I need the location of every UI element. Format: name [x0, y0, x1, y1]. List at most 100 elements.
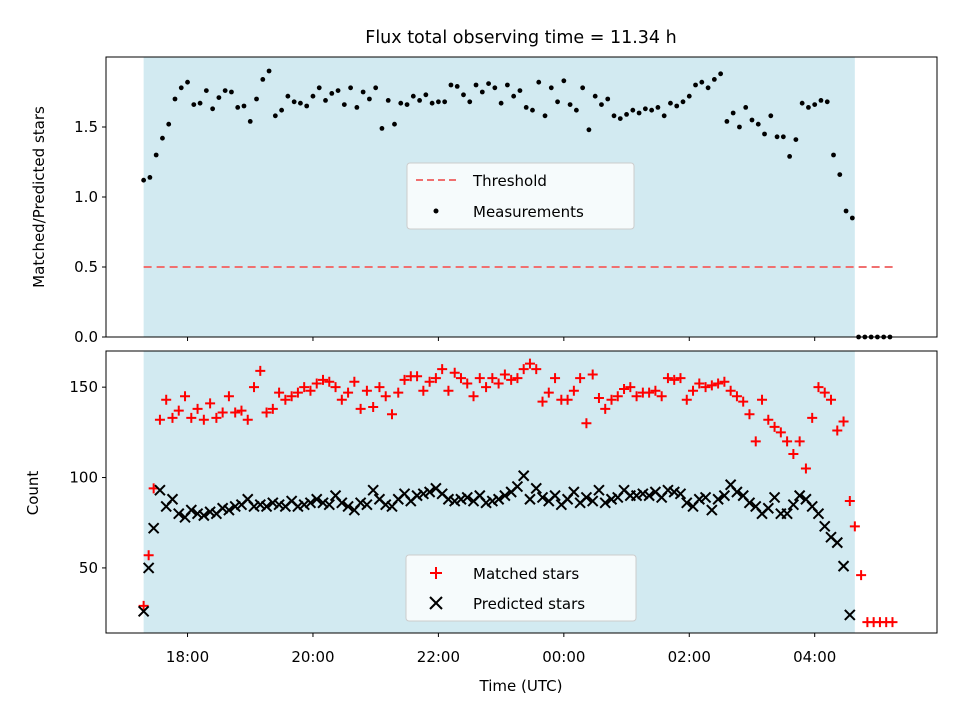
x-tick-label: 18:00	[166, 648, 209, 666]
measurement-point	[699, 79, 705, 85]
measurement-point	[755, 121, 761, 127]
matched-star-point	[725, 385, 736, 396]
legend-matched-swatch	[430, 567, 442, 579]
predicted-star-point	[166, 493, 179, 505]
matched-star-point	[788, 449, 799, 460]
predicted-star-point	[492, 493, 505, 505]
measurement-point	[737, 124, 742, 130]
measurement-point	[247, 119, 253, 124]
matched-star-point	[887, 617, 898, 628]
predicted-star-point	[793, 489, 806, 502]
measurement-point	[674, 103, 680, 109]
measurement-point	[436, 99, 441, 105]
bottom-y-axis-ticks: 50 100 150	[69, 378, 106, 577]
bottom-y-tick-label: 100	[69, 469, 98, 487]
matched-star-point	[138, 600, 149, 611]
predicted-star-point	[260, 500, 273, 513]
measurement-point	[642, 106, 648, 112]
measurement-point	[849, 215, 855, 221]
measurement-point	[504, 82, 510, 88]
measurement-point	[561, 78, 567, 84]
measurement-point	[793, 137, 799, 143]
measurement-point	[423, 92, 429, 98]
predicted-star-point	[536, 491, 549, 504]
matched-star-point	[826, 394, 837, 405]
predicted-star-point	[524, 493, 536, 505]
matched-star-point	[675, 373, 686, 384]
measurement-point	[429, 100, 435, 106]
measurement-point	[762, 131, 767, 137]
measurement-point	[417, 98, 422, 103]
matched-star-point	[763, 414, 774, 425]
matched-star-point	[330, 382, 341, 393]
matched-star-point	[713, 378, 724, 389]
measurement-point	[329, 91, 335, 96]
bottom-data-layer	[139, 351, 898, 633]
matched-star-point	[738, 396, 749, 407]
measurement-point	[141, 177, 147, 183]
measurement-point	[454, 84, 460, 89]
matched-star-point	[744, 409, 755, 420]
measurement-point	[410, 93, 416, 99]
predicted-star-point	[643, 489, 655, 502]
measurement-point	[686, 93, 692, 99]
predicted-star-point	[530, 482, 542, 495]
measurement-point	[542, 113, 548, 119]
matched-star-point	[844, 496, 855, 507]
matched-star-point	[694, 378, 705, 389]
matched-star-point	[581, 418, 592, 429]
measurement-point	[272, 113, 278, 119]
measurement-point	[611, 113, 617, 119]
matched-star-point	[143, 550, 154, 561]
measurement-point	[203, 88, 209, 93]
matched-star-point	[650, 385, 661, 396]
predicted-star-point	[185, 504, 198, 516]
x-tick-label: 02:00	[668, 648, 711, 666]
measurement-point	[222, 88, 228, 93]
predicted-star-point	[223, 504, 235, 516]
measurement-point	[467, 99, 473, 105]
matched-star-point	[318, 374, 329, 385]
measurement-point	[310, 93, 316, 99]
measurement-point	[774, 134, 780, 140]
measurement-point	[166, 121, 172, 127]
measurement-point	[479, 89, 485, 95]
matched-star-point	[550, 373, 561, 384]
measurement-point	[636, 110, 642, 116]
measurement-point	[498, 100, 504, 106]
predicted-star-point	[674, 488, 687, 500]
chart-title: Flux total observing time = 11.34 h	[365, 28, 676, 48]
matched-star-point	[813, 382, 824, 393]
predicted-star-point	[580, 491, 593, 504]
measurement-point	[649, 107, 655, 113]
measurement-point	[385, 98, 391, 103]
matched-star-point	[217, 407, 228, 418]
matched-star-point	[612, 391, 623, 402]
matched-star-point	[487, 373, 498, 384]
matched-star-point	[625, 382, 636, 393]
matched-star-point	[380, 391, 391, 402]
matched-star-point	[700, 382, 711, 393]
matched-star-point	[349, 376, 360, 387]
matched-star-point	[274, 387, 285, 398]
measurement-point	[486, 81, 491, 86]
measurement-point	[373, 85, 379, 91]
measurement-point	[229, 89, 234, 95]
predicted-star-point	[706, 504, 718, 516]
predicted-star-point	[831, 536, 843, 549]
measurement-point	[843, 208, 849, 214]
top-y-tick-label: 0.0	[74, 328, 98, 346]
measurement-point	[573, 107, 579, 113]
predicted-star-point	[781, 507, 793, 520]
predicted-star-point	[323, 498, 335, 511]
matched-star-point	[518, 364, 529, 375]
measurement-point	[630, 107, 636, 113]
measurement-point	[580, 85, 586, 91]
bottom-legend: Matched stars Predicted stars	[405, 554, 637, 622]
bottom-legend-box	[405, 554, 637, 622]
measurement-point	[254, 96, 259, 102]
predicted-star-point	[336, 497, 348, 509]
legend-matched-label: Matched stars	[473, 565, 579, 583]
measurement-point	[216, 95, 222, 100]
x-axis-label: Time (UTC)	[479, 677, 563, 695]
